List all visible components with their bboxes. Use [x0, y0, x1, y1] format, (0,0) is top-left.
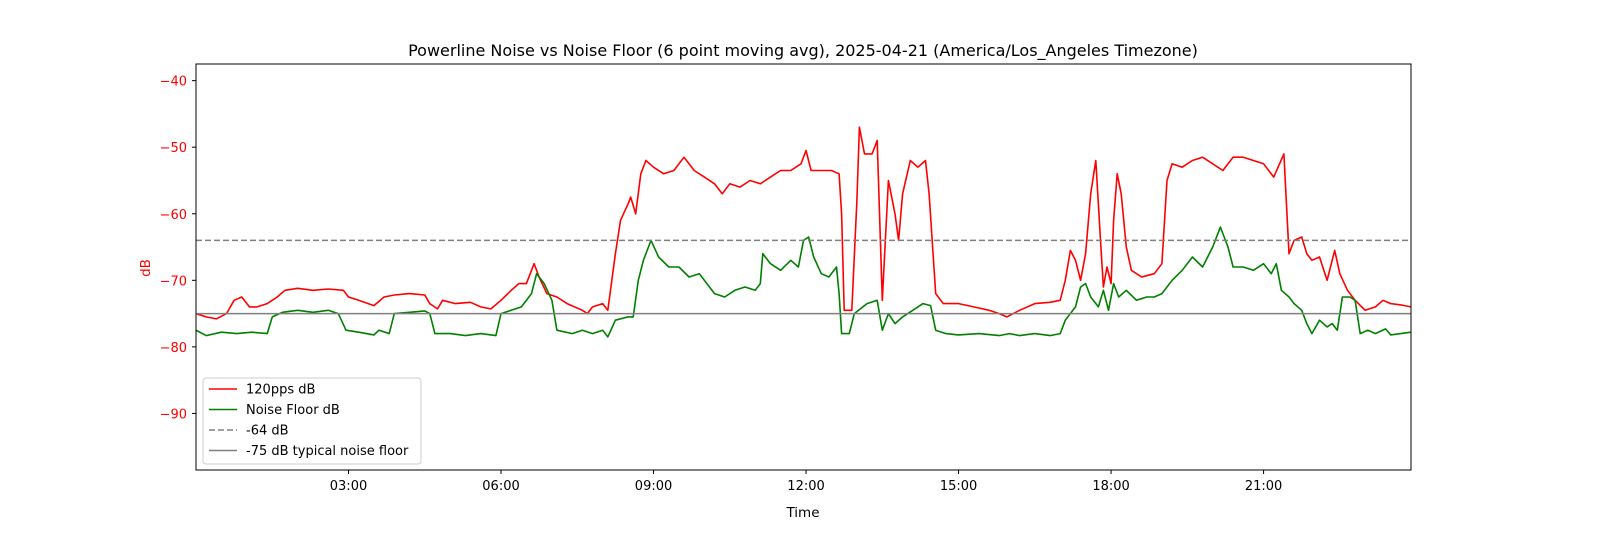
legend-label-noise-floor-db: Noise Floor dB: [246, 403, 340, 418]
x-tick-label: 21:00: [1245, 479, 1282, 494]
plot-area: [195, 63, 1412, 471]
y-tick-label: −50: [160, 141, 187, 156]
y-tick-label: −90: [160, 407, 187, 422]
series-line-120pps-db: [196, 126, 1411, 320]
legend-box: [202, 377, 422, 465]
legend-label-120pps-db: 120pps dB: [246, 383, 315, 398]
legend-label-64-db: -64 dB: [246, 424, 289, 439]
y-tick-label: −80: [160, 341, 187, 356]
x-tick-label: 06:00: [482, 479, 519, 494]
x-tick-label: 15:00: [940, 479, 977, 494]
series-line-noise-floor-db: [196, 226, 1411, 338]
series-group: [196, 126, 1411, 338]
chart-title: Powerline Noise vs Noise Floor (6 point …: [408, 41, 1198, 61]
x-tick-label: 03:00: [330, 479, 367, 494]
x-tick-label: 18:00: [1092, 479, 1129, 494]
x-tick-label: 09:00: [635, 479, 672, 494]
x-tick-label: 12:00: [787, 479, 824, 494]
y-axis: −40 −50 −60 −70 −80 −90: [160, 75, 196, 422]
y-axis-label: dB: [138, 259, 154, 277]
x-axis: 03:00 06:00 09:00 12:00 15:00 18:00 21:00: [330, 470, 1282, 494]
legend: 120pps dB Noise Floor dB -64 dB -75 dB typi…: [202, 377, 422, 465]
y-tick-label: −40: [160, 75, 187, 90]
y-tick-label: −60: [160, 208, 187, 223]
y-tick-label: −70: [160, 274, 187, 289]
plot-frame: [195, 63, 1412, 471]
legend-label-75-db-typical-noise-floor: -75 dB typical noise floor: [246, 444, 409, 459]
x-axis-label: Time: [785, 505, 819, 521]
